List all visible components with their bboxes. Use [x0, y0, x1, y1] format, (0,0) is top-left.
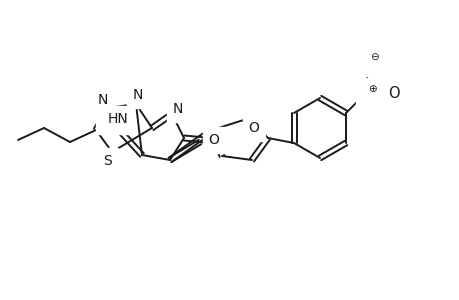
Text: ⊕: ⊕ [367, 84, 375, 94]
Text: N: N [98, 93, 108, 107]
Text: S: S [103, 154, 112, 168]
Text: imine: imine [116, 118, 120, 119]
Text: O: O [387, 85, 399, 100]
Text: O: O [208, 133, 219, 147]
Text: N: N [361, 85, 372, 100]
Text: O: O [248, 121, 259, 135]
Text: O: O [364, 56, 375, 70]
Text: ⊖: ⊖ [369, 52, 378, 62]
Text: N: N [133, 88, 143, 102]
Text: N: N [173, 102, 183, 116]
Text: HN: HN [101, 114, 122, 128]
Text: HN: HN [107, 112, 128, 126]
